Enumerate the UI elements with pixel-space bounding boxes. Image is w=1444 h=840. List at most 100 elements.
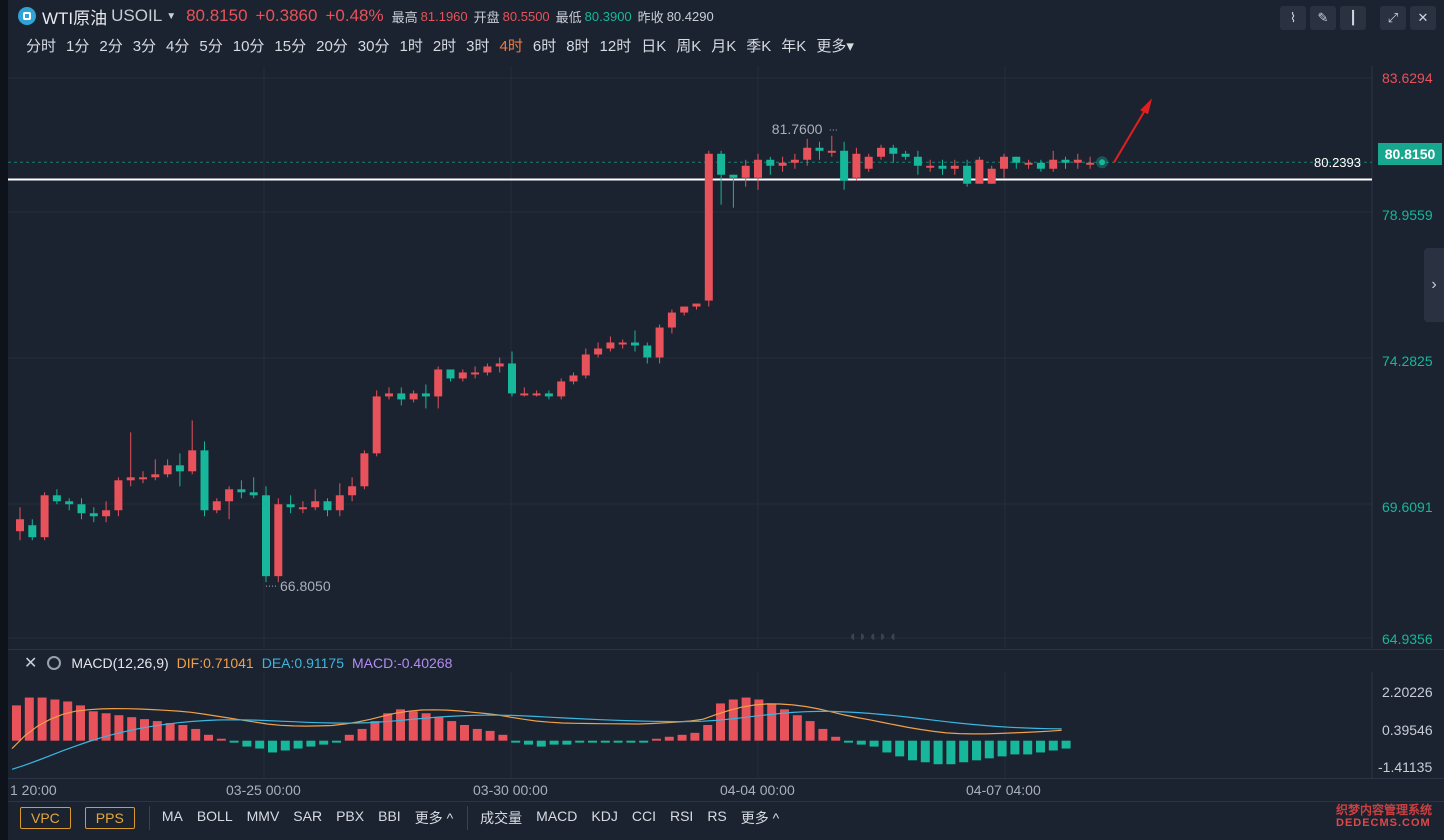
period-tab[interactable]: 12时 [599,38,632,55]
period-tab[interactable]: 周K [676,38,702,55]
macd-bar [447,721,457,741]
macd-chart[interactable] [8,672,1444,778]
annotation-arrow-head [1140,98,1153,115]
gear-icon[interactable] [47,656,62,670]
candle-body [926,165,935,168]
indicator-button[interactable]: 成交量 [480,810,523,826]
macd-bar [37,697,47,741]
line-chart-icon[interactable]: ⌇ [1280,6,1306,30]
period-tab[interactable]: 3分 [132,38,157,55]
macd-bar [920,740,930,763]
macd-bar [1061,740,1071,749]
draw-pen-icon[interactable]: ✎ [1310,6,1336,30]
period-tab[interactable]: 更多▾ [816,38,854,55]
macd-title: MACD(12,26,9) [71,655,169,671]
close-icon[interactable]: ✕ [24,655,38,672]
candle-body [754,159,762,178]
period-tab[interactable]: 1时 [399,38,423,55]
candle-body [790,159,799,163]
chevron-right-icon[interactable]: › [1424,248,1444,322]
indicator-button[interactable]: RSI [669,808,694,824]
macd-dea: DEA:0.91175 [261,655,344,671]
candle-body [852,153,861,178]
macd-bar [588,740,597,743]
pps-button[interactable]: PPS [84,807,135,829]
macd-bar [319,740,329,745]
period-tab[interactable]: 4分 [166,38,190,55]
period-tab[interactable]: 5分 [199,38,223,55]
close-icon[interactable]: ✕ [1410,6,1436,30]
candlestick-icon[interactable]: ┃ [1340,6,1366,30]
instrument-title: WTI原油 [42,8,108,28]
period-tab[interactable]: 6时 [532,38,557,55]
macd-bar [178,725,188,741]
period-tab[interactable]: 年K [781,38,807,55]
indicator-button[interactable]: KDJ [591,808,618,824]
price-axis-max: 83.6294 [1382,70,1433,86]
candle-body [372,396,381,454]
candle-body [458,372,467,379]
period-tab[interactable]: 4时 [499,38,523,55]
period-tab[interactable]: 季K [746,38,772,55]
period-tab[interactable]: 分时 [26,38,57,55]
period-tab[interactable]: 20分 [316,38,348,55]
period-tab[interactable]: 2分 [99,38,123,55]
macd-bar [344,734,354,741]
macd-bar [50,699,60,741]
period-tab[interactable]: 1分 [66,38,90,55]
indicator-button[interactable]: MMV [246,808,280,824]
indicator-button[interactable]: 更多 ^ [740,810,780,826]
candlestick-chart[interactable]: 81.7600 66.8050 [8,66,1444,648]
period-tab[interactable]: 15分 [274,38,307,55]
period-tab[interactable]: 3时 [466,38,490,55]
indicator-button[interactable]: BOLL [196,808,233,824]
horizontal-line-value[interactable]: 80.2393 [1314,155,1361,170]
indicator-button[interactable]: MA [161,808,183,824]
prev-close-label: 昨收 [637,9,664,25]
macd-bar [639,740,649,743]
macd-bar [88,711,98,741]
period-tab[interactable]: 日K [641,38,667,55]
high-value: 81.1960 [420,8,468,24]
period-tab[interactable]: 10分 [232,38,265,55]
candle-body [913,156,922,166]
macd-bar [498,734,508,741]
period-tab[interactable]: 30分 [357,38,390,55]
period-tab[interactable]: 2时 [432,38,457,55]
period-tab[interactable]: 8时 [566,38,590,55]
candle-body [520,393,529,396]
macd-bar [780,709,789,741]
indicator-button[interactable]: PBX [336,808,365,824]
chevron-down-icon[interactable]: ▼ [166,10,177,22]
expand-icon[interactable]: ⤢ [1380,6,1406,30]
macd-bar [831,736,841,741]
candle-body [200,450,209,511]
symbol-selector[interactable]: USOIL [111,6,163,25]
panel-divider [8,801,1444,802]
candle-body [840,150,849,181]
vpc-button[interactable]: VPC [20,807,71,829]
indicator-button[interactable]: BBI [378,808,401,824]
price-axis-label: 78.9559 [1382,207,1433,223]
macd-bar [332,740,341,743]
macd-bar [1048,740,1058,751]
macd-bar [485,730,495,741]
candle-body [1061,159,1070,163]
indicator-button[interactable]: CCI [631,808,656,824]
candle-body [581,354,590,376]
candle-body [803,147,812,160]
indicator-button[interactable]: RS [707,808,727,824]
macd-bar [652,738,661,741]
high-marker: 81.7600 [772,121,823,137]
candle-body [225,489,234,502]
candle-body [40,495,49,538]
macd-bar [946,740,956,765]
indicator-button[interactable]: SAR [293,808,323,824]
candle-body [950,165,959,169]
indicator-button[interactable]: MACD [536,808,578,824]
candle-body [434,369,443,397]
period-tab[interactable]: 月K [711,38,737,55]
macd-bar [908,740,917,761]
indicator-button[interactable]: 更多 ^ [414,810,454,826]
